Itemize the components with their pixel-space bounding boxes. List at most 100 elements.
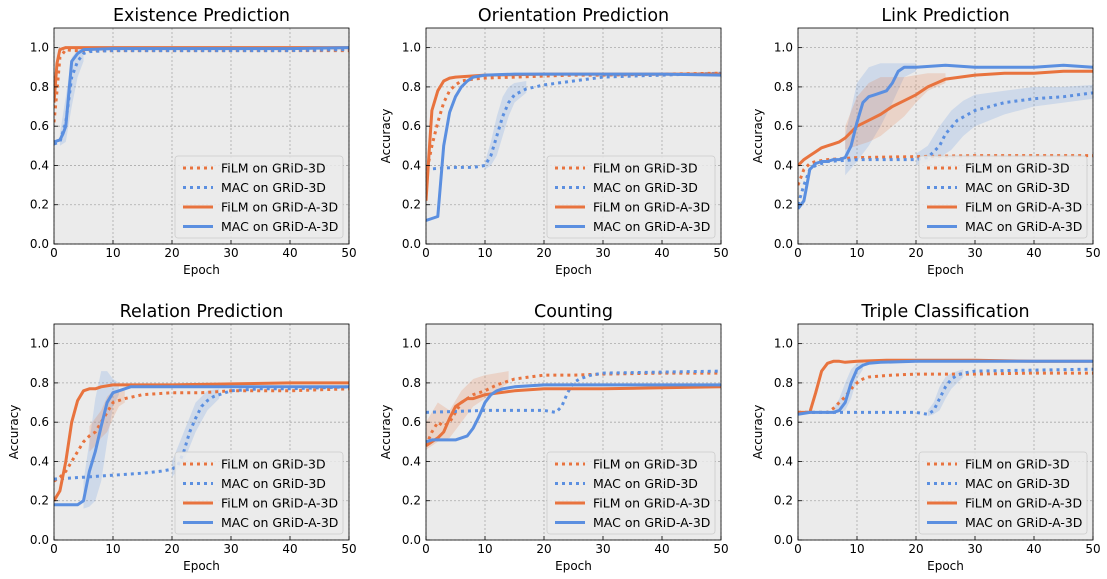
x-tick-label: 40 [1026,246,1041,260]
legend-label-film-on-grid-a-3d: FiLM on GRiD-A-3D [965,496,1082,511]
legend-label-mac-on-grid-a-3d: MAC on GRiD-A-3D [221,515,338,530]
panel-relation-prediction: 0 10 20 30 40 50 0.0 0.2 0.4 0.6 0.8 1.0 Relation Pr… [7,302,357,573]
panel-orientation-prediction: 0 10 20 30 40 50 0.0 0.2 0.4 0.6 0.8 1.0 Orientation… [379,6,729,277]
series-line-film-on-grid-3d [426,371,721,447]
series-line-mac-on-grid-a-3d [798,359,1093,416]
y-tick-label: 0.0 [30,237,49,251]
x-tick-label: 50 [341,542,356,556]
series-line-mac-on-grid-a-3d [54,46,349,144]
y-tick-label: 0.0 [774,533,793,547]
x-tick-label: 50 [1085,246,1100,260]
panel-counting: 0 10 20 30 40 50 0.0 0.2 0.4 0.6 0.8 1.0 Counting Epo… [379,302,729,573]
y-axis-label: Accuracy [7,405,21,460]
x-tick-label: 20 [164,542,179,556]
y-tick-label: 0.6 [30,119,49,133]
legend-label-mac-on-grid-3d: MAC on GRiD-3D [221,180,326,195]
legend-label-film-on-grid-a-3d: FiLM on GRiD-A-3D [221,496,338,511]
chart-title: Link Prediction [881,6,1009,26]
panel-link-prediction: 0 10 20 30 40 50 0.0 0.2 0.4 0.6 0.8 1.0 Link Predic… [751,6,1101,277]
y-tick-label: 0.2 [30,494,49,508]
y-tick-label: 1.0 [402,337,421,351]
legend-label-mac-on-grid-a-3d: MAC on GRiD-A-3D [965,219,1082,234]
y-tick-label: 1.0 [30,41,49,55]
series-line-film-on-grid-a-3d [426,385,721,447]
y-tick-label: 0.2 [774,494,793,508]
legend-label-mac-on-grid-3d: MAC on GRiD-3D [593,180,698,195]
x-tick-label: 0 [794,542,802,556]
y-tick-label: 1.0 [402,41,421,55]
y-tick-label: 0.8 [402,80,421,94]
plot-frame [53,323,350,541]
x-tick-label: 0 [422,246,430,260]
y-tick-label: 0.8 [774,80,793,94]
x-tick-label: 30 [595,542,610,556]
x-axis-label: Epoch [927,263,964,277]
y-tick-label: 1.0 [30,337,49,351]
plot-frame [53,27,350,245]
legend-label-mac-on-grid-a-3d: MAC on GRiD-A-3D [593,219,710,234]
x-tick-label: 50 [713,542,728,556]
legend: FiLM on GRiD-3D MAC on GRiD-3D FiLM on GRi… [918,155,1088,239]
x-tick-label: 30 [967,542,982,556]
y-axis-label: Accuracy [751,109,765,164]
y-tick-label: 0.6 [402,119,421,133]
plot-frame [425,323,722,541]
confidence-band-mac-on-grid-a-3d [845,63,916,176]
y-tick-label: 1.0 [774,337,793,351]
plot-frame [797,27,1094,245]
y-tick-label: 0.4 [774,454,793,468]
x-tick-label: 40 [282,246,297,260]
y-tick-label: 0.6 [30,415,49,429]
x-tick-label: 10 [477,246,492,260]
chart-title: Relation Prediction [120,302,284,322]
legend-label-film-on-grid-a-3d: FiLM on GRiD-A-3D [965,200,1082,215]
y-tick-label: 0.8 [774,376,793,390]
plot-frame [797,323,1094,541]
series-line-mac-on-grid-3d [54,385,349,481]
legend-label-film-on-grid-3d: FiLM on GRiD-3D [593,161,698,176]
legend-label-film-on-grid-a-3d: FiLM on GRiD-A-3D [221,200,338,215]
y-tick-label: 0.8 [30,376,49,390]
y-tick-label: 0.6 [774,415,793,429]
series-line-mac-on-grid-a-3d [54,385,349,507]
legend-box [546,155,716,239]
x-tick-label: 30 [223,542,238,556]
x-tick-label: 40 [1026,542,1041,556]
y-tick-label: 0.2 [402,494,421,508]
legend-label-film-on-grid-3d: FiLM on GRiD-3D [221,161,326,176]
legend: FiLM on GRiD-3D MAC on GRiD-3D FiLM on GRi… [918,451,1088,535]
legend-label-mac-on-grid-a-3d: MAC on GRiD-A-3D [593,515,710,530]
x-tick-label: 10 [849,246,864,260]
y-tick-label: 0.8 [30,80,49,94]
x-tick-label: 30 [223,246,238,260]
confidence-band-mac-on-grid-a-3d [83,371,119,509]
x-axis-label: Epoch [927,559,964,573]
y-tick-label: 0.4 [774,158,793,172]
confidence-band-mac-on-grid-3d [927,369,964,417]
x-tick-label: 20 [908,542,923,556]
y-tick-label: 0.0 [402,237,421,251]
y-axis-label: Accuracy [379,405,393,460]
legend: FiLM on GRiD-3D MAC on GRiD-3D FiLM on GRi… [174,155,344,239]
legend-label-mac-on-grid-3d: MAC on GRiD-3D [221,476,326,491]
x-tick-label: 20 [908,246,923,260]
x-axis-label: Epoch [555,263,592,277]
y-tick-label: 0.2 [30,198,49,212]
plot-series [54,46,349,146]
panel-triple-classification: 0 10 20 30 40 50 0.0 0.2 0.4 0.6 0.8 1.0 Triple Clas… [751,302,1101,573]
x-axis-label: Epoch [555,559,592,573]
series-line-mac-on-grid-a-3d [798,63,1093,210]
legend-box [174,155,344,239]
y-tick-label: 0.4 [30,454,49,468]
y-tick-label: 0.4 [402,454,421,468]
y-tick-label: 0.0 [774,237,793,251]
plot-series [426,71,721,222]
legend-box [546,451,716,535]
x-tick-label: 0 [794,246,802,260]
legend-label-film-on-grid-3d: FiLM on GRiD-3D [593,457,698,472]
y-tick-label: 0.0 [30,533,49,547]
legend: FiLM on GRiD-3D MAC on GRiD-3D FiLM on GRi… [546,155,716,239]
x-tick-label: 10 [105,542,120,556]
plot-series [426,369,721,450]
plot-series [798,358,1093,417]
